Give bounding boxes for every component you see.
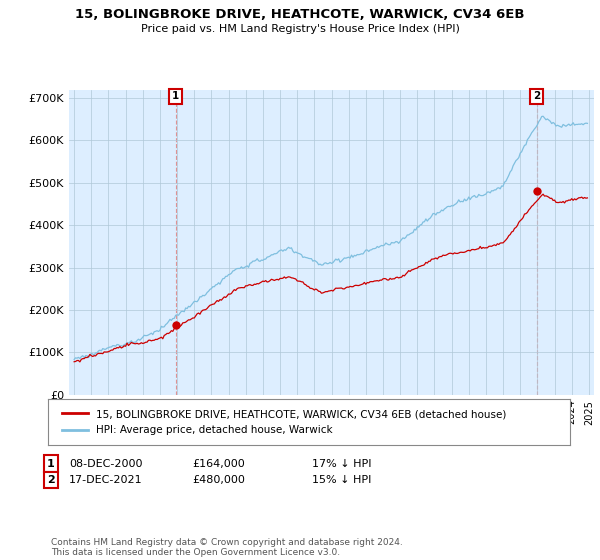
- Text: 08-DEC-2000: 08-DEC-2000: [69, 459, 143, 469]
- Text: 15% ↓ HPI: 15% ↓ HPI: [312, 475, 371, 485]
- Text: 1: 1: [47, 459, 55, 469]
- Text: £480,000: £480,000: [192, 475, 245, 485]
- Text: £164,000: £164,000: [192, 459, 245, 469]
- Text: 17% ↓ HPI: 17% ↓ HPI: [312, 459, 371, 469]
- Text: 1: 1: [172, 91, 179, 101]
- Text: 17-DEC-2021: 17-DEC-2021: [69, 475, 143, 485]
- Text: Contains HM Land Registry data © Crown copyright and database right 2024.
This d: Contains HM Land Registry data © Crown c…: [51, 538, 403, 557]
- Text: 2: 2: [533, 91, 541, 101]
- Text: Price paid vs. HM Land Registry's House Price Index (HPI): Price paid vs. HM Land Registry's House …: [140, 24, 460, 34]
- Text: 2: 2: [47, 475, 55, 485]
- Text: 15, BOLINGBROKE DRIVE, HEATHCOTE, WARWICK, CV34 6EB: 15, BOLINGBROKE DRIVE, HEATHCOTE, WARWIC…: [75, 8, 525, 21]
- Legend: 15, BOLINGBROKE DRIVE, HEATHCOTE, WARWICK, CV34 6EB (detached house), HPI: Avera: 15, BOLINGBROKE DRIVE, HEATHCOTE, WARWIC…: [58, 406, 509, 438]
